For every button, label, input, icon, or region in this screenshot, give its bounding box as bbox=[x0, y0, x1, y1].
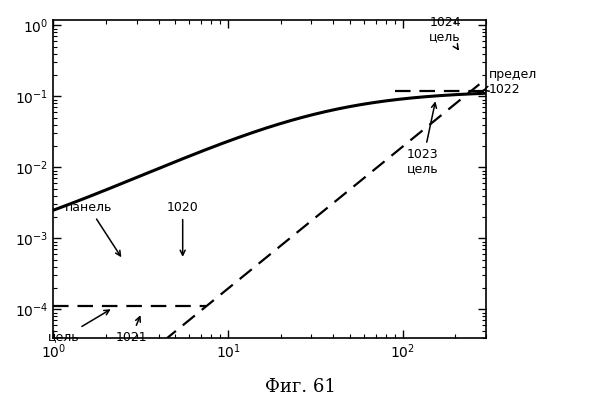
Text: 1023
цель: 1023 цель bbox=[407, 103, 439, 176]
Text: предел
1022: предел 1022 bbox=[483, 68, 537, 96]
Text: 1021: 1021 bbox=[116, 317, 147, 344]
Text: 1020: 1020 bbox=[167, 201, 199, 255]
Text: панель: панель bbox=[65, 201, 121, 256]
Text: 1024
цель: 1024 цель bbox=[430, 16, 461, 50]
Text: цель: цель bbox=[48, 310, 109, 344]
Text: Фиг. 61: Фиг. 61 bbox=[265, 378, 335, 396]
